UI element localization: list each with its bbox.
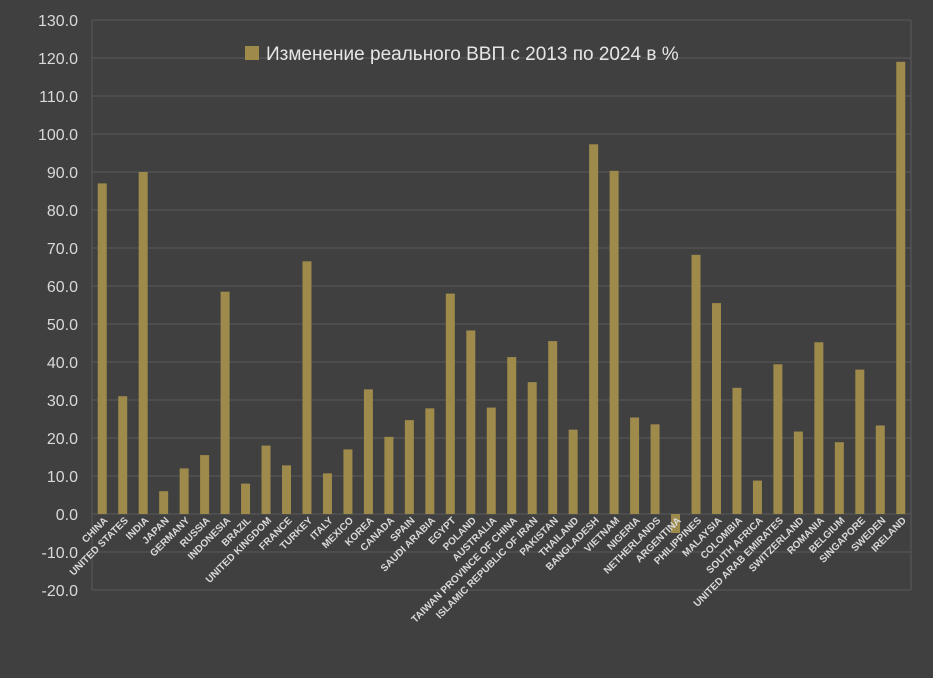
- bar-poland: [466, 330, 476, 514]
- bar-canada: [384, 436, 394, 514]
- bar-egypt: [445, 293, 455, 514]
- y-tick-label: 80.0: [47, 203, 78, 220]
- legend: Изменение реального ВВП с 2013 по 2024 в…: [245, 44, 679, 65]
- bar-france: [282, 465, 292, 514]
- bar-korea: [363, 389, 373, 514]
- bar-united-states: [118, 396, 128, 514]
- y-tick-label: 90.0: [47, 165, 78, 182]
- bar-turkey: [302, 261, 312, 514]
- bar-pakistan: [548, 341, 558, 514]
- bar-japan: [159, 491, 169, 514]
- y-tick-label: 0.0: [56, 507, 78, 524]
- bar-bangladesh: [589, 144, 599, 514]
- legend-swatch: [245, 46, 259, 60]
- bar-netherlands: [650, 424, 660, 514]
- bar-italy: [322, 473, 332, 514]
- bar-india: [138, 172, 148, 514]
- bar-brazil: [241, 483, 251, 514]
- bars: [97, 61, 906, 533]
- y-axis: -20.0 -10.0 0.0 10.0 20.0 30.0 40.0 50.0 60.0 70.…: [38, 13, 78, 600]
- bar-switzerland: [793, 431, 803, 514]
- bar-islamic-republic-of-iran: [527, 382, 537, 514]
- bar-philippines: [691, 254, 701, 514]
- y-tick-label: 130.0: [38, 13, 78, 30]
- bar-saudi-arabia: [425, 408, 435, 514]
- bar-singapore: [855, 369, 865, 514]
- bar-united-kingdom: [261, 445, 271, 514]
- bar-spain: [404, 420, 414, 514]
- bar-nigeria: [630, 417, 640, 514]
- y-tick-label: 110.0: [39, 89, 78, 106]
- bar-malaysia: [711, 303, 721, 514]
- bar-sweden: [875, 425, 885, 514]
- y-tick-label: 120.0: [38, 51, 78, 68]
- y-tick-label: -20.0: [42, 583, 79, 600]
- bar-china: [97, 183, 107, 514]
- bar-belgium: [834, 442, 844, 514]
- y-tick-label: 50.0: [47, 317, 78, 334]
- bar-colombia: [732, 387, 742, 514]
- bar-romania: [814, 342, 824, 514]
- bar-argentina: [671, 514, 681, 533]
- bar-australia: [486, 407, 496, 514]
- y-tick-label: 40.0: [47, 355, 78, 372]
- bar-mexico: [343, 449, 353, 514]
- y-tick-label: 10.0: [47, 469, 78, 486]
- bar-indonesia: [220, 291, 230, 514]
- bar-united-arab-emirates: [773, 364, 783, 514]
- y-tick-label: 60.0: [47, 279, 78, 296]
- bar-thailand: [568, 429, 578, 514]
- gridlines: [91, 19, 912, 591]
- y-tick-label: -10.0: [42, 545, 79, 562]
- bar-vietnam: [609, 170, 619, 515]
- bar-ireland: [896, 61, 906, 515]
- bar-germany: [179, 468, 189, 514]
- y-tick-label: 70.0: [47, 241, 78, 258]
- y-tick-label: 100.0: [38, 127, 78, 144]
- legend-label: Изменение реального ВВП с 2013 по 2024 в…: [266, 44, 679, 65]
- y-tick-label: 30.0: [47, 393, 78, 410]
- bar-taiwan-province-of-china: [507, 357, 517, 514]
- bar-south-africa: [752, 480, 762, 514]
- bar-russia: [200, 455, 210, 514]
- y-tick-label: 20.0: [47, 431, 78, 448]
